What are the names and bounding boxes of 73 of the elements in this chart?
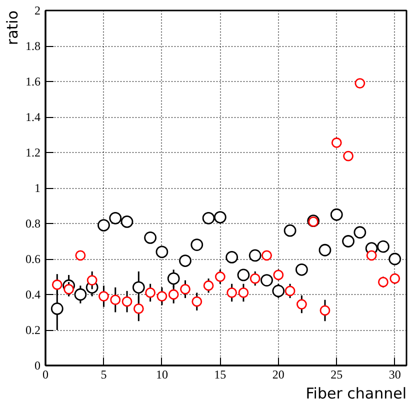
y-tick-label: 0.2 (26, 323, 40, 337)
point (180, 284, 190, 294)
point (318, 244, 332, 256)
y-tick-label: 2 (34, 4, 40, 18)
point (248, 249, 262, 262)
y-axis-title: ratio (4, 10, 22, 46)
point (331, 138, 342, 148)
point (354, 226, 366, 239)
y-tick-label: 1.8 (26, 39, 40, 53)
y-tick-label: 0.4 (26, 288, 40, 302)
point (156, 246, 168, 258)
point (202, 212, 215, 224)
point (98, 291, 109, 302)
point (238, 288, 249, 298)
point (226, 251, 238, 264)
point (52, 280, 62, 290)
point (75, 250, 86, 261)
point (388, 252, 402, 266)
point (132, 281, 145, 294)
point (50, 302, 64, 315)
y-tick-label: 0.6 (26, 252, 40, 266)
y-tick-label: 1 (34, 181, 40, 195)
point (145, 288, 156, 298)
point (156, 291, 168, 302)
point (109, 212, 122, 224)
x-axis-title: Fiber channel (306, 384, 407, 402)
y-tick-label: 0.8 (26, 216, 40, 230)
x-tick-label: 25 (330, 368, 343, 382)
point (354, 78, 366, 88)
point (284, 286, 296, 296)
x-tick-label: 10 (156, 368, 168, 382)
x-tick-label: 5 (100, 368, 107, 382)
point (74, 288, 87, 301)
point (120, 216, 134, 228)
point (203, 280, 214, 291)
point (192, 296, 202, 307)
point (273, 270, 284, 280)
point (377, 240, 390, 253)
point (167, 272, 180, 285)
point (342, 235, 354, 248)
point (168, 289, 179, 300)
point (144, 232, 157, 244)
x-tick-label: 15 (214, 368, 226, 382)
point (262, 250, 272, 261)
point (320, 305, 330, 316)
x-tick-label: 30 (388, 368, 401, 382)
point (295, 263, 308, 276)
point (86, 275, 98, 286)
point (272, 284, 285, 298)
point (366, 250, 377, 261)
point (179, 254, 192, 267)
point (226, 288, 238, 298)
point (378, 276, 388, 288)
point (214, 272, 226, 282)
y-tick-label: 1.2 (26, 146, 40, 160)
point (330, 208, 343, 221)
point (284, 224, 296, 237)
point (390, 273, 400, 284)
point (260, 274, 273, 286)
point (214, 211, 226, 224)
point (237, 268, 250, 282)
point (98, 219, 110, 232)
point (250, 273, 260, 284)
point (190, 238, 204, 251)
y-tick-label: 0 (34, 358, 40, 372)
point (110, 294, 121, 306)
y-tick-label: 1.4 (26, 110, 40, 124)
x-tick-label: 20 (272, 368, 284, 382)
y-tick-label: 1.6 (26, 74, 40, 88)
point (122, 296, 132, 307)
point (296, 299, 307, 310)
point (133, 304, 144, 314)
point (343, 150, 354, 162)
